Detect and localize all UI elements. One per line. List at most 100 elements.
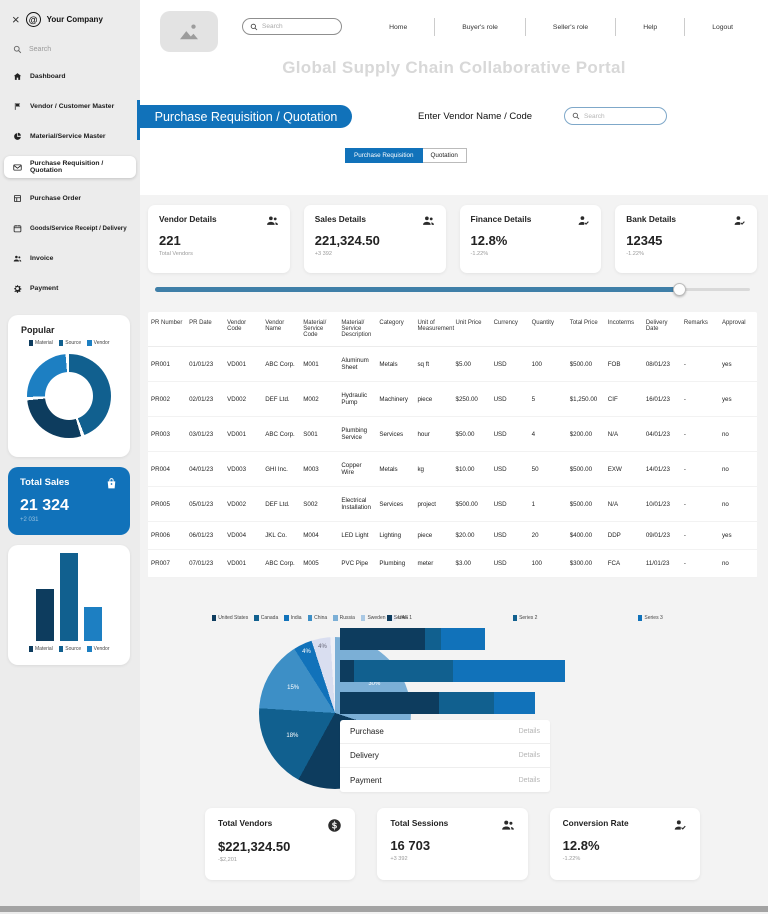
- tab-quotation[interactable]: Quotation: [422, 148, 467, 163]
- tab-purchase-requisition[interactable]: Purchase Requisition: [345, 148, 423, 163]
- stat-card-value: 221,324.50: [314, 233, 380, 248]
- details-link[interactable]: Details: [518, 728, 540, 735]
- legend-swatch-icon: [254, 615, 259, 621]
- table-row[interactable]: PR002 02/01/23 VD002 DEF Ltd. M002 Hydraulic …: [148, 381, 757, 417]
- table-cell: USD: [490, 549, 529, 578]
- stat-card-sub: -1.22%: [626, 251, 644, 257]
- table-cell: FOB: [604, 346, 643, 382]
- legend-swatch-icon: [360, 615, 366, 621]
- table-cell: DDP: [604, 521, 643, 550]
- stat-card-value: $221,324.50: [218, 839, 291, 854]
- bottom-card-total-sessions[interactable]: Total Sessions 16 703 +3 392: [377, 808, 528, 880]
- search-icon: [572, 112, 580, 120]
- table-row[interactable]: PR001 01/01/23 VD001 ABC Corp. M001 Aluminum …: [148, 346, 757, 382]
- horizontal-slider[interactable]: [155, 283, 750, 296]
- nav-logout[interactable]: Logout: [712, 23, 733, 31]
- link-label: Delivery: [350, 751, 379, 760]
- bar-segment: [353, 660, 453, 682]
- table-cell: -: [680, 451, 719, 487]
- table-cell: DEF Ltd.: [262, 486, 301, 522]
- details-link[interactable]: Details: [518, 776, 540, 784]
- total-sales-card[interactable]: Total Sales 21 324 +2 031: [8, 467, 130, 535]
- link-row-payment[interactable]: Payment Details: [340, 768, 550, 792]
- table-cell: Services: [376, 416, 415, 452]
- table-cell: Plumbing Service: [338, 416, 377, 452]
- sidebar-item-dashboard[interactable]: Dashboard: [4, 66, 136, 86]
- stat-card-title: Conversion Rate: [562, 818, 629, 828]
- table-cell: 16/01/23: [642, 381, 681, 417]
- table-cell: PR006: [148, 521, 187, 550]
- sidebar-search-input[interactable]: Search: [0, 27, 140, 56]
- legend-item: Sweden: [360, 615, 386, 621]
- sidebar-item-label: Vendor / Customer Master: [30, 102, 115, 110]
- bar-segment: [60, 553, 78, 641]
- table-cell: USD: [490, 416, 529, 452]
- bar-segment: [84, 606, 102, 641]
- table-row[interactable]: PR007 07/01/23 VD001 ABC Corp. M005 PVC Pipe P…: [148, 549, 757, 578]
- sidebar-item-payment[interactable]: Payment: [4, 278, 136, 298]
- table-row[interactable]: PR003 03/01/23 VD001 ABC Corp. S001 Plumbing …: [148, 416, 757, 452]
- donut-chart: [27, 354, 111, 438]
- column-header: Incoterms: [604, 312, 643, 347]
- vendor-search-label: Enter Vendor Name / Code: [418, 111, 533, 122]
- bar-segment: [36, 589, 54, 641]
- column-header: Vendor Name: [262, 312, 301, 347]
- table-row[interactable]: PR005 05/01/23 VD002 DEF Ltd. S002 Electrical…: [148, 486, 757, 522]
- table-cell: USD: [490, 346, 529, 382]
- link-row-purchase[interactable]: Purchase Details: [340, 720, 550, 744]
- table-cell: GHI Inc.: [262, 451, 301, 487]
- sidebar-item-purchase-order[interactable]: Purchase Order: [4, 188, 136, 208]
- sidebar-item-vendor-customer-master[interactable]: Vendor / Customer Master: [4, 96, 136, 116]
- legend-item: United States: [211, 615, 248, 621]
- column-header: Total Price: [566, 312, 605, 347]
- bottom-card-conversion-rate[interactable]: Conversion Rate 12.8% -1.22%: [549, 808, 700, 880]
- table-cell: no: [718, 416, 757, 452]
- details-link[interactable]: Details: [518, 752, 540, 759]
- table-cell: M004: [300, 521, 339, 550]
- table-cell: USD: [490, 486, 529, 522]
- column-header: Category: [376, 312, 415, 347]
- column-header: PR Number: [148, 312, 187, 347]
- stat-card-sales-details[interactable]: Sales Details 221,324.50 +3 392: [303, 205, 446, 273]
- table-row[interactable]: PR006 06/01/23 VD004 JKL Co. M004 LED Light Li…: [148, 521, 757, 550]
- nav-sellers-role[interactable]: Seller's role: [552, 23, 589, 31]
- bar-segment: [438, 692, 495, 714]
- nav-buyers-role[interactable]: Buyer's role: [462, 23, 498, 31]
- table-cell: -: [680, 416, 719, 452]
- horizontal-scrollbar[interactable]: [0, 906, 768, 912]
- bottom-card-total-vendors[interactable]: Total Vendors S $221,324.50 -$2,201: [205, 808, 356, 880]
- link-row-delivery[interactable]: Delivery Details: [340, 744, 550, 768]
- stat-card-finance-details[interactable]: Finance Details 12.8% -1.22%: [459, 205, 602, 273]
- pie-slice-label: 4%: [318, 644, 327, 651]
- nav-home[interactable]: Home: [389, 23, 408, 31]
- topbar-search-input[interactable]: Search: [242, 18, 342, 35]
- sidebar-scrollbar-thumb[interactable]: [137, 100, 140, 140]
- legend-item: Series 2: [512, 615, 537, 621]
- close-icon[interactable]: ×: [12, 12, 20, 27]
- slider-thumb[interactable]: [672, 283, 686, 296]
- sidebar-item-label: Payment: [30, 284, 59, 292]
- table-cell: 1: [528, 486, 567, 522]
- stat-card-row: Vendor Details 221 Total Vendors Sales D…: [148, 205, 757, 273]
- table-row[interactable]: PR004 04/01/23 VD003 GHI Inc. M003 Copper Wir…: [148, 451, 757, 487]
- table-cell: no: [718, 549, 757, 578]
- legend-swatch-icon: [87, 340, 92, 346]
- sidebar-item-goods-service-receipt[interactable]: Goods/Service Receipt / Delivery: [4, 218, 136, 238]
- donut-legend: Material Source Vendor: [8, 335, 130, 346]
- pr-table-body: PR001 01/01/23 VD001 ABC Corp. M001 Aluminum …: [148, 346, 757, 578]
- person-check-icon: [578, 216, 590, 225]
- table-cell: 04/01/23: [186, 451, 225, 487]
- stat-card-bank-details[interactable]: Bank Details 12345 -1.22%: [615, 205, 757, 273]
- vendor-search-input[interactable]: Search: [564, 107, 667, 125]
- table-cell: 100: [528, 549, 567, 578]
- nav-help[interactable]: Help: [643, 23, 658, 31]
- stat-card-value: 221: [159, 233, 181, 248]
- sidebar-item-purchase-requisition[interactable]: Purchase Requisition / Quotation: [4, 156, 136, 178]
- table-cell: 08/01/23: [642, 346, 681, 382]
- stat-card-vendor-details[interactable]: Vendor Details 221 Total Vendors: [148, 205, 290, 273]
- person-check-icon: [734, 216, 745, 225]
- sidebar-item-material-service-master[interactable]: Material/Service Master: [4, 126, 136, 146]
- stat-card-sub: +3 392: [314, 251, 333, 257]
- sidebar-item-invoice[interactable]: Invoice: [4, 248, 136, 268]
- table-cell: M001: [300, 346, 339, 382]
